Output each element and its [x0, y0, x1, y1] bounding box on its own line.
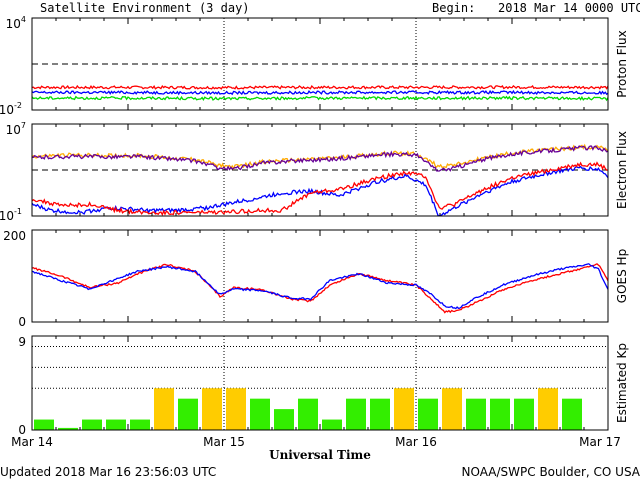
- x-tick-label: Mar 16: [395, 435, 437, 449]
- kp-bar: [298, 398, 318, 430]
- begin-value: 2018 Mar 14 0000 UTC: [498, 1, 640, 15]
- kp-bar: [538, 388, 558, 430]
- kp-bar: [58, 427, 78, 430]
- y-tick-label: 9: [18, 335, 26, 349]
- y-tick-label: 200: [3, 229, 26, 243]
- y-tick-exponent: -2: [14, 101, 22, 110]
- chart-panel-1: 104 10-2 Proton Flux: [0, 15, 629, 117]
- kp-bar: [274, 409, 294, 430]
- kp-bar: [346, 398, 366, 430]
- series-line: [31, 263, 609, 310]
- x-tick-label: Mar 15: [203, 435, 245, 449]
- y-tick-label: 10-1: [0, 207, 22, 223]
- series-line: [31, 84, 609, 90]
- kp-bar: [514, 398, 534, 430]
- series-line: [31, 95, 609, 102]
- kp-bar: [562, 398, 582, 430]
- kp-bar: [418, 398, 438, 430]
- chart-panel-2: 107 10-1 Electron Flux: [0, 121, 629, 223]
- credit-text: NOAA/SWPC Boulder, CO USA: [462, 465, 640, 479]
- kp-bar: [178, 398, 198, 430]
- kp-bar: [442, 388, 462, 430]
- panel-background: [32, 336, 608, 430]
- series-line: [31, 143, 609, 171]
- y-tick-exponent: 7: [21, 121, 26, 130]
- x-axis-title: Universal Time: [269, 448, 371, 462]
- kp-bar: [130, 419, 150, 430]
- kp-bar: [154, 388, 174, 430]
- y-tick-exponent: 4: [21, 15, 26, 24]
- y-tick-exponent: -1: [14, 207, 22, 216]
- y-tick-label: 104: [6, 15, 26, 31]
- panel-y-label: Proton Flux: [615, 30, 629, 97]
- chart-title: Satellite Environment (3 day): [40, 1, 250, 15]
- chart-panel-3: 200 0 GOES Hp: [3, 229, 629, 329]
- y-tick-label: 0: [18, 315, 26, 329]
- kp-bar: [226, 388, 246, 430]
- kp-bar: [202, 388, 222, 430]
- kp-bar: [490, 398, 510, 430]
- kp-bar: [466, 398, 486, 430]
- kp-bar: [394, 388, 414, 430]
- panel-y-label: GOES Hp: [615, 249, 629, 303]
- panel-y-label: Electron Flux: [615, 131, 629, 209]
- series-line: [31, 263, 609, 314]
- series-line: [31, 145, 609, 172]
- panel-y-label: Estimated Kp: [615, 343, 629, 423]
- panel-background: [32, 124, 608, 216]
- panel-background: [32, 18, 608, 110]
- x-tick-label: Mar 14: [11, 435, 53, 449]
- chart-panel-4: 9 0 Estimated Kp: [18, 335, 629, 437]
- kp-bar: [250, 398, 270, 430]
- series-line: [31, 89, 609, 96]
- y-tick-label: 107: [6, 121, 26, 137]
- kp-bar: [82, 419, 102, 430]
- y-tick-label: 0: [18, 423, 26, 437]
- panel-background: [32, 230, 608, 322]
- y-tick-label: 10-2: [0, 101, 22, 117]
- begin-label: Begin:: [432, 1, 476, 15]
- kp-bar: [322, 419, 342, 430]
- kp-bar: [370, 398, 390, 430]
- x-tick-label: Mar 17: [579, 435, 621, 449]
- updated-timestamp: Updated 2018 Mar 16 23:56:03 UTC: [0, 465, 216, 479]
- kp-bar: [34, 419, 54, 430]
- kp-bar: [106, 419, 126, 430]
